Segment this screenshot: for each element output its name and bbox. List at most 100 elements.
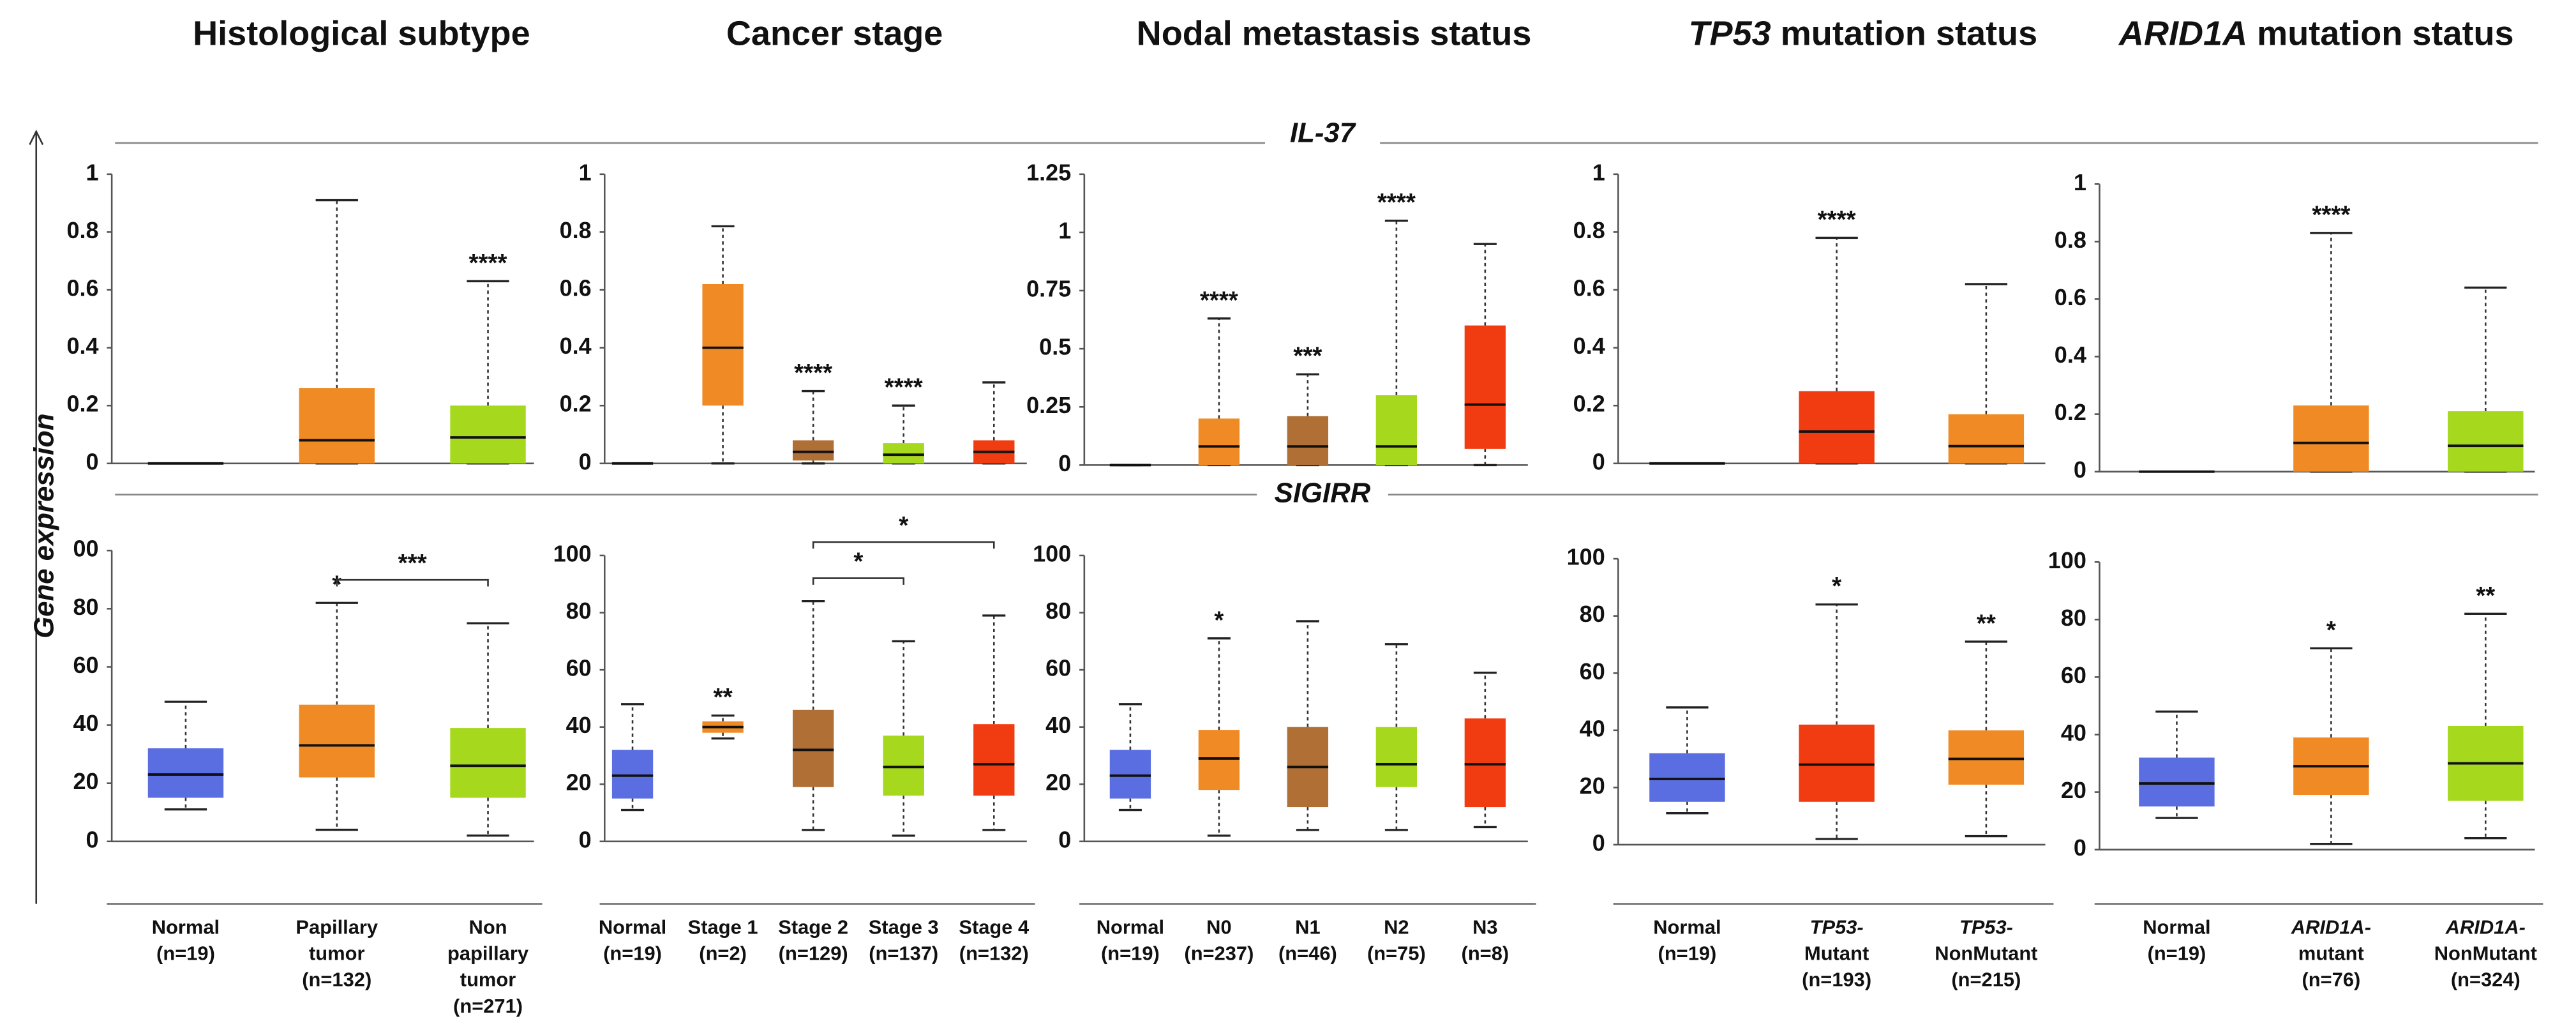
title-space	[1771, 15, 1781, 53]
box	[1109, 750, 1151, 799]
title-text: mutation status	[1781, 15, 2037, 53]
bracket	[812, 541, 995, 549]
y-tick-label: 80	[566, 598, 592, 624]
y-tick-label: 0.2	[2055, 399, 2086, 425]
category-label: (n=193)	[1802, 969, 1871, 991]
y-tick-label: 0	[86, 826, 99, 852]
category-label: Stage 2	[778, 916, 848, 938]
y-tick-label: 00	[73, 536, 98, 562]
y-tick-label: 40	[1580, 715, 1605, 741]
box	[1948, 414, 2025, 464]
category-label: (n=237)	[1184, 942, 1254, 965]
category-label: (n=137)	[869, 942, 938, 965]
y-tick-label: 60	[566, 655, 592, 681]
y-tick-label: 0.2	[66, 391, 98, 417]
category-label: Normal	[599, 916, 666, 938]
category-label: (n=129)	[779, 942, 848, 965]
box	[299, 704, 375, 778]
box	[299, 388, 375, 464]
category-label: Stage 4	[959, 916, 1029, 938]
box	[702, 283, 744, 406]
significance: ****	[1200, 287, 1238, 314]
significance: ****	[2312, 201, 2350, 229]
y-tick-label: 0.8	[560, 217, 592, 243]
box	[2139, 757, 2215, 807]
title-text: mutation status	[2257, 15, 2513, 53]
category-label: Non	[469, 916, 507, 938]
y-tick-label: 0.5	[1039, 334, 1071, 360]
category-label: (n=76)	[2302, 969, 2360, 991]
y-tick-label: 0.25	[1026, 392, 1071, 418]
title-text: Nodal metastasis status	[1137, 15, 1532, 53]
y-tick-label: 100	[553, 540, 592, 566]
column-title: Histological subtype	[193, 15, 530, 53]
y-tick-label: 40	[566, 712, 592, 738]
category-label: tumor	[309, 942, 364, 965]
y-tick-label: 80	[1045, 598, 1071, 624]
y-tick-label: 0.2	[1573, 391, 1605, 417]
significance: *	[1214, 607, 1224, 634]
box	[792, 709, 834, 787]
y-tick-label: 1	[579, 159, 592, 185]
box	[1799, 724, 1875, 802]
y-tick-label: 0	[1058, 450, 1071, 476]
y-tick-label: 40	[73, 710, 98, 736]
category-label: (n=19)	[603, 942, 662, 965]
category-label: (n=324)	[2451, 969, 2520, 991]
category-label: NonMutant	[1935, 942, 2037, 965]
arrow-head	[29, 130, 44, 146]
box	[611, 750, 654, 799]
category-label: TP53-	[1810, 916, 1864, 938]
box	[450, 405, 526, 464]
y-tick-label: 100	[1033, 540, 1071, 566]
y-tick-label: 60	[1580, 658, 1605, 684]
y-tick-label: 0	[1058, 826, 1071, 852]
category-label: Normal	[2143, 916, 2210, 938]
title-text: Histological subtype	[193, 15, 530, 53]
category-label: mutant	[2298, 942, 2364, 965]
box	[2293, 405, 2369, 472]
category-label: TP53-	[1959, 916, 2013, 938]
significance: ****	[794, 359, 832, 387]
y-tick-label: 60	[1045, 655, 1071, 681]
title-text: Cancer stage	[726, 15, 943, 53]
title-gene: ARID1A	[2118, 15, 2247, 53]
category-label: Stage 3	[869, 916, 939, 938]
bracket	[336, 578, 489, 587]
significance: ****	[1818, 206, 1856, 234]
significance: **	[1977, 610, 1996, 637]
box	[2448, 411, 2524, 472]
significance: *	[2326, 617, 2336, 644]
category-label: (n=215)	[1951, 969, 2021, 991]
y-tick-label: 1	[2074, 169, 2086, 195]
y-tick-label: 0.4	[2055, 342, 2086, 368]
box	[1799, 391, 1875, 464]
y-tick-label: 0.2	[560, 391, 592, 417]
y-tick-label: 0.6	[560, 275, 592, 301]
y-tick-label: 60	[2061, 662, 2086, 688]
y-tick-label: 0.6	[66, 275, 98, 301]
category-label: tumor	[460, 969, 516, 991]
bracket-label: ***	[398, 550, 427, 577]
y-tick-label: 0	[2074, 457, 2086, 483]
category-label: Stage 1	[688, 916, 758, 938]
y-tick-label: 1	[86, 159, 99, 185]
y-tick-label: 0	[579, 448, 592, 474]
category-label: ARID1A-	[2291, 916, 2371, 938]
category-label: (n=19)	[156, 942, 215, 965]
box	[1198, 418, 1240, 465]
y-tick-label: 0	[2074, 835, 2086, 861]
y-tick-label: 0.4	[1573, 333, 1605, 359]
category-label: Mutant	[1804, 942, 1869, 965]
box	[450, 728, 526, 798]
category-label: ARID1A-	[2445, 916, 2526, 938]
y-tick-label: 0.6	[2055, 284, 2086, 310]
category-label: (n=46)	[1278, 942, 1337, 965]
y-tick-label: 1	[1058, 217, 1071, 243]
box	[1198, 730, 1240, 790]
category-label: (n=132)	[959, 942, 1029, 965]
column-title: Cancer stage	[726, 15, 943, 53]
box	[1375, 395, 1418, 465]
y-tick-label: 100	[1567, 544, 1605, 570]
category-label: N3	[1472, 916, 1497, 938]
